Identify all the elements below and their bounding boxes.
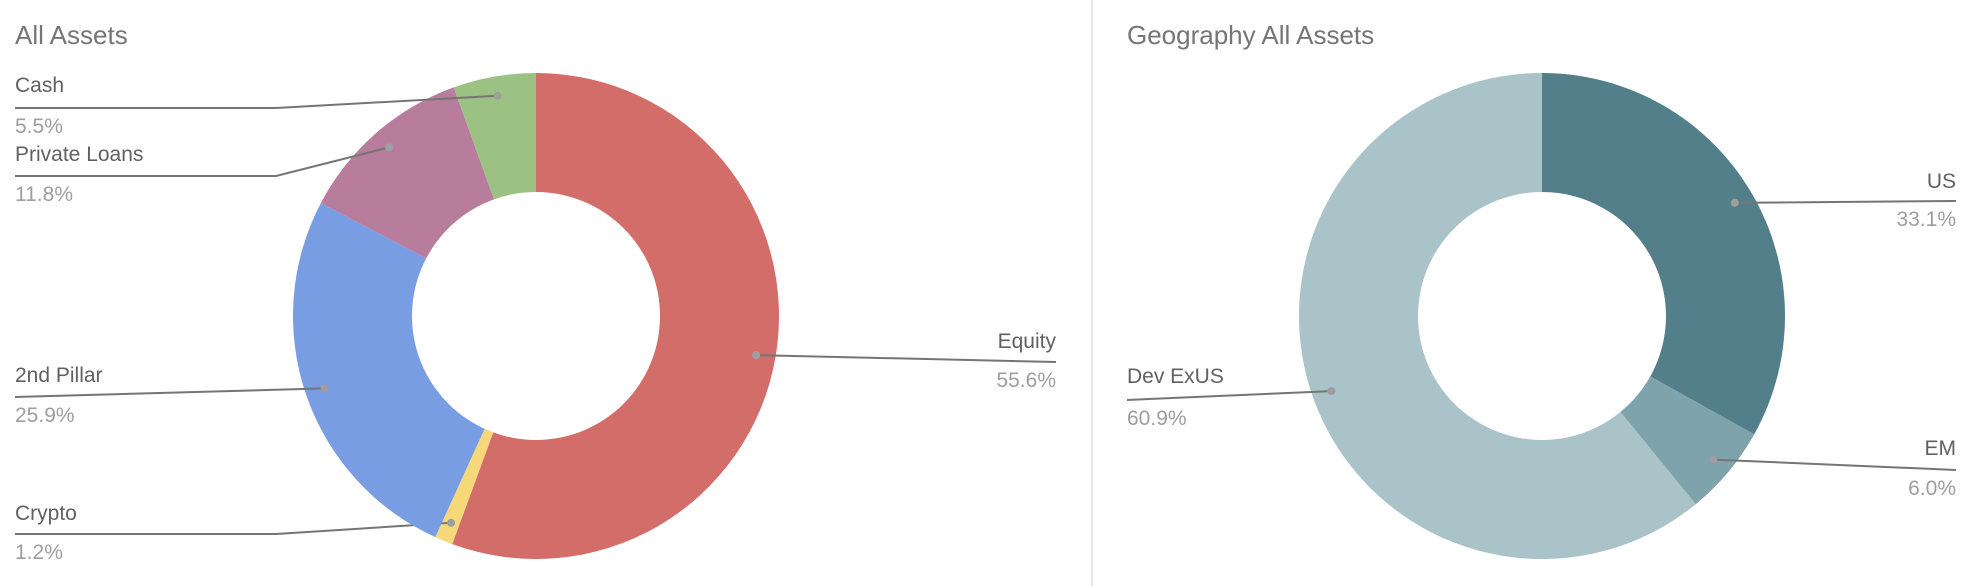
leader-dot-cash <box>493 91 502 100</box>
leader-line-dev-exus <box>1126 390 1332 401</box>
leader-dot-equity <box>752 351 761 360</box>
chart-title-geography: Geography All Assets <box>1127 20 1374 50</box>
slice-label-cash: Cash <box>15 74 64 97</box>
slice-value-private-loans: 11.8% <box>15 183 73 206</box>
leader-line-equity <box>756 354 1057 363</box>
slice-label-crypto: Crypto <box>15 502 77 525</box>
slice-value-2nd-pillar: 25.9% <box>15 404 75 427</box>
leader-dot-private-loans <box>385 143 394 152</box>
slice-value-em: 6.0% <box>1908 477 1956 500</box>
slice-em <box>1620 376 1755 505</box>
leader-line-cash <box>15 94 498 109</box>
leader-dot-em <box>1709 455 1718 464</box>
slice-label-equity: Equity <box>998 330 1057 353</box>
slice-private-loans <box>320 87 494 259</box>
slice-value-us: 33.1% <box>1896 208 1956 231</box>
slice-label-us: US <box>1927 170 1956 193</box>
slice-crypto <box>435 428 494 545</box>
leader-line-private-loans <box>15 146 390 177</box>
slice-value-equity: 55.6% <box>996 369 1056 392</box>
slice-value-cash: 5.5% <box>15 115 63 138</box>
slice-label-private-loans: Private Loans <box>15 143 143 166</box>
slice-label-2nd-pillar: 2nd Pillar <box>15 364 103 387</box>
leader-line-crypto <box>15 521 452 535</box>
slice-value-crypto: 1.2% <box>15 541 63 564</box>
leader-line-em <box>1713 458 1957 471</box>
leader-dot-2nd-pillar <box>320 384 329 393</box>
slice-cash <box>453 73 536 200</box>
leader-dot-us <box>1730 198 1739 207</box>
slice-2nd-pillar <box>292 202 485 538</box>
slice-us <box>1542 73 1785 435</box>
leader-dot-dev-exus <box>1327 387 1336 396</box>
chart-divider <box>1091 0 1093 586</box>
leader-line-2nd-pillar <box>14 387 325 398</box>
slice-label-em: EM <box>1925 437 1957 460</box>
chart-title-all-assets: All Assets <box>15 20 128 50</box>
leader-line-us <box>1734 200 1957 204</box>
slice-label-dev-exus: Dev ExUS <box>1127 365 1224 388</box>
slice-dev-exus <box>1298 73 1696 559</box>
leader-dot-crypto <box>447 518 456 527</box>
slice-value-dev-exus: 60.9% <box>1127 407 1187 430</box>
slice-equity <box>452 73 779 559</box>
